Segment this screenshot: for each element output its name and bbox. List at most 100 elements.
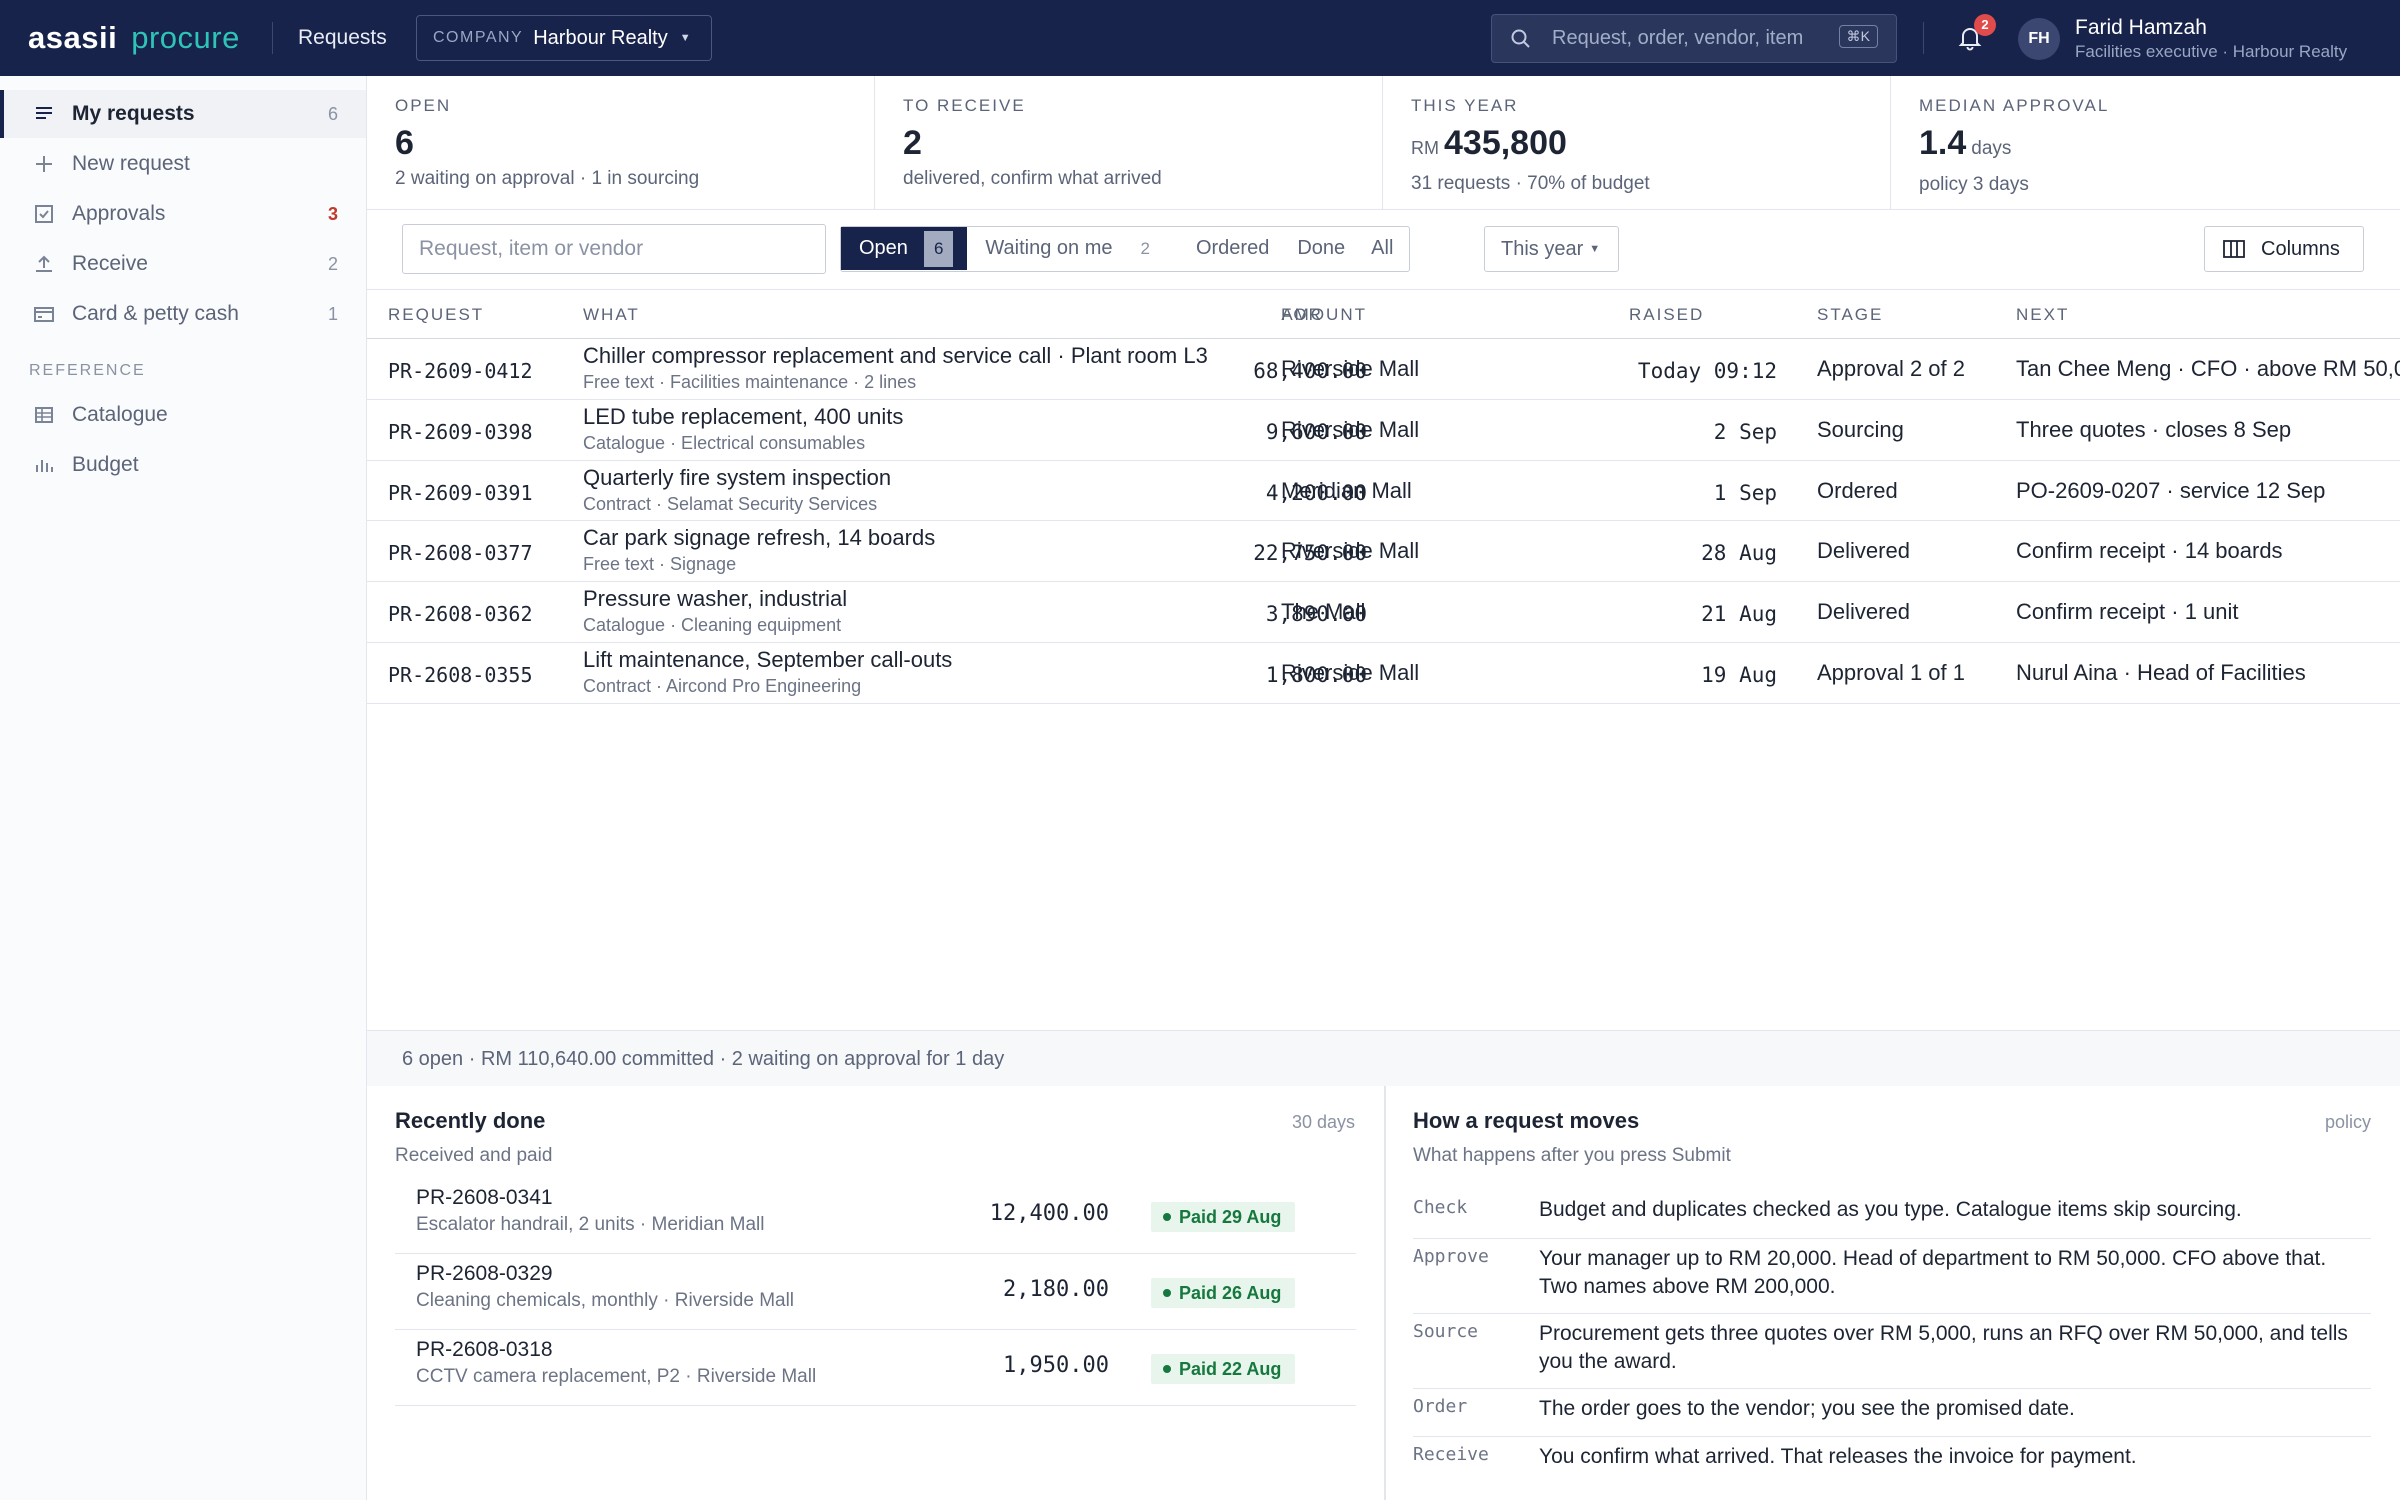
column-header-for[interactable]: FOR (1281, 305, 1323, 324)
sidebar-item-budget[interactable]: Budget (0, 441, 366, 489)
stat-subtext: delivered, confirm what arrived (903, 168, 1162, 189)
sidebar-item-approvals[interactable]: Approvals 3 (0, 190, 366, 238)
notification-badge: 2 (1974, 14, 1996, 36)
request-id[interactable]: PR-2609-0398 (388, 419, 533, 444)
request-stage: Delivered (1817, 538, 1910, 564)
table-row[interactable]: PR-2609-0398 LED tube replacement, 400 un… (367, 400, 2400, 461)
request-location: Meridian Mall (1281, 477, 1412, 503)
column-header-request[interactable]: REQUEST (388, 305, 485, 324)
avatar[interactable]: FH (2018, 18, 2060, 60)
tab-label: Ordered (1195, 237, 1270, 259)
process-step: Receive You confirm what arrived. That re… (1413, 1437, 2371, 1485)
request-location: Riverside Mall (1281, 416, 1420, 442)
sidebar-item-card-petty-cash[interactable]: Card & petty cash 1 (0, 290, 366, 338)
stat-to-receive[interactable]: TO RECEIVE 2 delivered, confirm what arr… (875, 76, 1383, 210)
table-row[interactable]: PR-2608-0355 Lift maintenance, September … (367, 643, 2400, 704)
status-badge-label: Paid 29 Aug (1179, 1207, 1282, 1227)
stat-value: 6 (395, 124, 846, 162)
plus-icon (32, 152, 56, 176)
request-raised: 19 Aug (1701, 663, 1777, 687)
list-item[interactable]: PR-2608-0318 CCTV camera replacement, P2 … (395, 1330, 1356, 1406)
request-id[interactable]: PR-2608-0355 (388, 663, 533, 687)
company-selector[interactable]: COMPANY Harbour Realty ▼ (416, 15, 712, 61)
sidebar-item-label: New request (72, 152, 190, 175)
company-value: Harbour Realty (533, 26, 668, 49)
sidebar-item-count: 6 (327, 103, 338, 124)
process-policy-link[interactable]: policy (2324, 1112, 2371, 1132)
status-filter-tabs: Open 6 Waiting on me 2 Ordered Done All (840, 226, 1411, 272)
request-location: Riverside Mall (1281, 538, 1420, 564)
column-header-raised[interactable]: RAISED (1629, 305, 1705, 324)
table-row[interactable]: PR-2609-0412 Chiller compressor replaceme… (367, 339, 2400, 400)
stat-value: 1.4 days (1919, 124, 2371, 168)
tab-done[interactable]: Done (1279, 227, 1355, 270)
request-amount: 1,800.00 (1265, 663, 1367, 687)
logo[interactable]: asasii procure (28, 20, 240, 56)
table-summary: 6 open · RM 110,640.00 committed · 2 wai… (367, 1030, 2400, 1086)
table-row[interactable]: PR-2608-0362 Pressure washer, industrial C… (367, 582, 2400, 643)
sidebar-item-label: Catalogue (72, 403, 168, 426)
request-id[interactable]: PR-2608-0362 (388, 602, 533, 627)
global-search-input[interactable]: Request, order, vendor, item ⌘K (1491, 14, 1897, 63)
sidebar-item-catalogue[interactable]: Catalogue (0, 391, 366, 439)
table-row[interactable]: PR-2609-0391 Quarterly fire system inspec… (367, 461, 2400, 522)
request-id[interactable]: PR-2608-0377 (388, 541, 533, 566)
request-raised: 2 Sep (1713, 419, 1777, 444)
stat-value: RM 435,800 (1411, 124, 1862, 167)
tab-ordered[interactable]: Ordered (1178, 227, 1279, 270)
table-row[interactable]: PR-2608-0377 Car park signage refresh, 14… (367, 521, 2400, 583)
stat-this-year[interactable]: THIS YEAR RM 435,800 31 requests · 70% of… (1383, 76, 1891, 210)
year-dropdown[interactable]: This year ▼ (1484, 226, 1619, 272)
recently-done-range[interactable]: 30 days (1291, 1112, 1355, 1132)
stat-median-approval[interactable]: MEDIAN APPROVAL 1.4 days policy 3 days (1891, 76, 2399, 210)
list-item[interactable]: PR-2608-0341 Escalator handrail, 2 units … (395, 1178, 1356, 1254)
user-role: Facilities executive · Harbour Realty (2075, 42, 2348, 61)
request-location: Riverside Mall (1281, 356, 1420, 381)
tab-count: 2 (1140, 238, 1150, 258)
sidebar-item-label: My requests (72, 102, 195, 125)
request-next-step: Nurul Aina · Head of Facilities (2016, 660, 2306, 685)
column-header-stage[interactable]: STAGE (1817, 305, 1884, 324)
step-name: Approve (1413, 1246, 1489, 1267)
process-step: Order The order goes to the vendor; you s… (1413, 1389, 2371, 1437)
request-id[interactable]: PR-2609-0391 (388, 480, 533, 505)
stat-subtext: policy 3 days (1919, 174, 2029, 195)
sidebar-item-label: Budget (72, 453, 139, 476)
tab-all[interactable]: All (1355, 227, 1409, 270)
bell-icon[interactable] (1954, 22, 1986, 54)
status-badge: Paid 26 Aug (1151, 1278, 1296, 1308)
done-request-id: PR-2608-0341 (416, 1186, 553, 1209)
search-icon (1511, 29, 1530, 48)
sidebar-item-label: Card & petty cash (72, 302, 239, 325)
search-placeholder: Request, order, vendor, item (1552, 27, 1804, 49)
request-stage: Approval 2 of 2 (1817, 356, 1965, 381)
request-amount: 68,400.00 (1253, 359, 1367, 383)
sidebar-item-new-request[interactable]: New request (0, 140, 366, 188)
request-location: Riverside Mall (1281, 660, 1420, 685)
divider (1384, 1086, 1386, 1500)
nav-requests[interactable]: Requests (298, 26, 387, 49)
column-header-what[interactable]: WHAT (583, 305, 640, 324)
columns-label: Columns (2261, 237, 2340, 260)
logo-product: procure (131, 20, 240, 55)
list-item[interactable]: PR-2608-0329 Cleaning chemicals, monthly … (395, 1254, 1356, 1330)
column-header-next[interactable]: NEXT (2016, 305, 2070, 324)
search-shortcut: ⌘K (1838, 25, 1878, 48)
request-location: The Mall (1281, 599, 1366, 625)
tab-waiting-on-me[interactable]: Waiting on me 2 (967, 227, 1178, 270)
tab-open[interactable]: Open 6 (841, 227, 968, 270)
sidebar-item-my-requests[interactable]: My requests 6 (0, 90, 366, 138)
request-search-input[interactable]: Request, item or vendor (402, 224, 826, 274)
column-header-amount[interactable]: AMOUNT (1281, 305, 1367, 324)
request-title: Quarterly fire system inspection (583, 464, 892, 490)
request-amount: 22,750.00 (1253, 541, 1367, 566)
user-name[interactable]: Farid Hamzah (2075, 16, 2207, 39)
request-title: LED tube replacement, 400 units (583, 403, 904, 429)
columns-button[interactable]: Columns (2204, 226, 2364, 272)
request-source: Free text · Facilities maintenance · 2 l… (583, 372, 917, 392)
request-next-step: Confirm receipt · 1 unit (2016, 599, 2239, 625)
sidebar-item-receive[interactable]: Receive 2 (0, 240, 366, 288)
step-description: Procurement gets three quotes over RM 5,… (1539, 1322, 2348, 1373)
stat-open[interactable]: OPEN 6 2 waiting on approval · 1 in sour… (367, 76, 875, 210)
request-id[interactable]: PR-2609-0412 (388, 359, 533, 383)
